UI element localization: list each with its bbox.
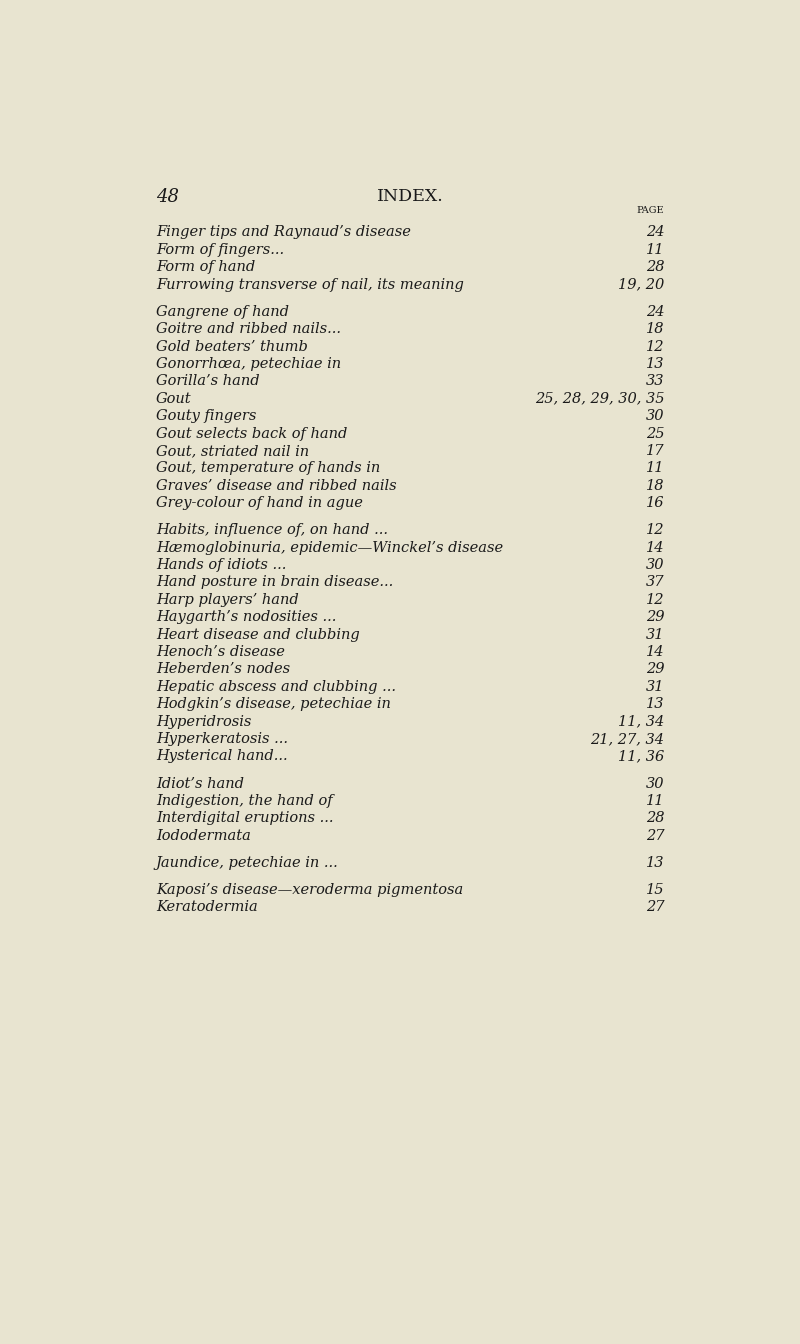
Text: 12: 12 [646,340,664,353]
Text: Idiot’s hand: Idiot’s hand [156,777,244,790]
Text: Hand posture in brain disease...: Hand posture in brain disease... [156,575,393,590]
Text: Gangrene of hand: Gangrene of hand [156,305,289,319]
Text: Hodgkin’s disease, petechiae in: Hodgkin’s disease, petechiae in [156,698,390,711]
Text: Gout, temperature of hands in: Gout, temperature of hands in [156,461,380,476]
Text: Iododermata: Iododermata [156,829,250,843]
Text: 11: 11 [646,243,664,257]
Text: 13: 13 [646,698,664,711]
Text: 21, 27, 34: 21, 27, 34 [590,732,664,746]
Text: Heart disease and clubbing: Heart disease and clubbing [156,628,359,641]
Text: Hepatic abscess and clubbing ...: Hepatic abscess and clubbing ... [156,680,396,694]
Text: 13: 13 [646,358,664,371]
Text: Heberden’s nodes: Heberden’s nodes [156,663,290,676]
Text: 18: 18 [646,323,664,336]
Text: 27: 27 [646,900,664,914]
Text: Gorilla’s hand: Gorilla’s hand [156,375,259,388]
Text: 25, 28, 29, 30, 35: 25, 28, 29, 30, 35 [534,391,664,406]
Text: 12: 12 [646,593,664,607]
Text: Hands of idiots ...: Hands of idiots ... [156,558,286,573]
Text: 28: 28 [646,261,664,274]
Text: Hyperkeratosis ...: Hyperkeratosis ... [156,732,288,746]
Text: Haygarth’s nodosities ...: Haygarth’s nodosities ... [156,610,336,624]
Text: Finger tips and Raynaud’s disease: Finger tips and Raynaud’s disease [156,226,410,239]
Text: 14: 14 [646,645,664,659]
Text: Form of hand: Form of hand [156,261,255,274]
Text: 11: 11 [646,461,664,476]
Text: Harp players’ hand: Harp players’ hand [156,593,298,607]
Text: 30: 30 [646,777,664,790]
Text: 25: 25 [646,426,664,441]
Text: Furrowing transverse of nail, its meaning: Furrowing transverse of nail, its meanin… [156,278,464,292]
Text: INDEX.: INDEX. [377,188,443,206]
Text: 11, 34: 11, 34 [618,715,664,728]
Text: 14: 14 [646,540,664,555]
Text: Goitre and ribbed nails...: Goitre and ribbed nails... [156,323,341,336]
Text: Hyperidrosis: Hyperidrosis [156,715,251,728]
Text: 31: 31 [646,628,664,641]
Text: Form of fingers...: Form of fingers... [156,243,284,257]
Text: 15: 15 [646,883,664,896]
Text: Indigestion, the hand of: Indigestion, the hand of [156,794,333,808]
Text: 30: 30 [646,558,664,573]
Text: Graves’ disease and ribbed nails: Graves’ disease and ribbed nails [156,478,397,493]
Text: Hysterical hand...: Hysterical hand... [156,750,287,763]
Text: Gouty fingers: Gouty fingers [156,409,256,423]
Text: 28: 28 [646,812,664,825]
Text: 18: 18 [646,478,664,493]
Text: 24: 24 [646,226,664,239]
Text: 17: 17 [646,444,664,458]
Text: 37: 37 [646,575,664,590]
Text: Keratodermia: Keratodermia [156,900,258,914]
Text: 11: 11 [646,794,664,808]
Text: 11, 36: 11, 36 [618,750,664,763]
Text: Gout, striated nail in: Gout, striated nail in [156,444,309,458]
Text: Henoch’s disease: Henoch’s disease [156,645,285,659]
Text: 48: 48 [156,188,179,206]
Text: 27: 27 [646,829,664,843]
Text: 13: 13 [646,856,664,870]
Text: 29: 29 [646,663,664,676]
Text: Gout: Gout [156,391,191,406]
Text: Gold beaters’ thumb: Gold beaters’ thumb [156,340,308,353]
Text: PAGE: PAGE [637,206,664,215]
Text: Kaposi’s disease—xeroderma pigmentosa: Kaposi’s disease—xeroderma pigmentosa [156,883,463,896]
Text: Interdigital eruptions ...: Interdigital eruptions ... [156,812,334,825]
Text: Hæmoglobinuria, epidemic—Winckel’s disease: Hæmoglobinuria, epidemic—Winckel’s disea… [156,540,503,555]
Text: 33: 33 [646,375,664,388]
Text: Grey-colour of hand in ague: Grey-colour of hand in ague [156,496,362,511]
Text: 12: 12 [646,523,664,538]
Text: Jaundice, petechiae in ...: Jaundice, petechiae in ... [156,856,338,870]
Text: 31: 31 [646,680,664,694]
Text: 24: 24 [646,305,664,319]
Text: 29: 29 [646,610,664,624]
Text: Habits, influence of, on hand ...: Habits, influence of, on hand ... [156,523,388,538]
Text: Gonorrhœa, petechiae in: Gonorrhœa, petechiae in [156,358,341,371]
Text: 16: 16 [646,496,664,511]
Text: 19, 20: 19, 20 [618,278,664,292]
Text: Gout selects back of hand: Gout selects back of hand [156,426,347,441]
Text: 30: 30 [646,409,664,423]
